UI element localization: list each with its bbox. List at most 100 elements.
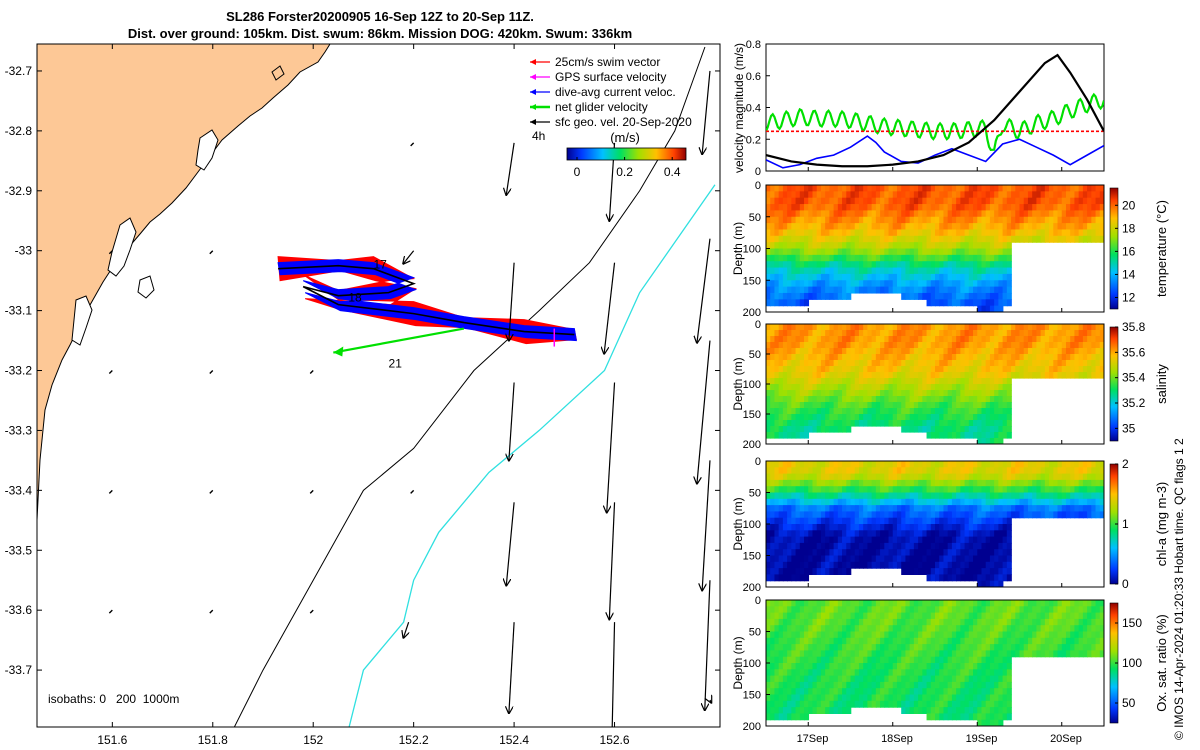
profile-cell [829,650,835,658]
profile-cell [816,216,822,224]
profile-cell [964,467,970,475]
profile-cell [880,542,886,550]
profile-cell [875,390,881,397]
profile-cell [766,261,772,269]
profile-cell [943,473,949,481]
profile-cell [1087,216,1093,224]
profile-cell [905,191,911,199]
profile-cell [1087,235,1093,243]
profile-cell [1099,366,1104,373]
profile-cell [770,267,776,275]
profile-cell [858,644,864,651]
profile-cell [935,360,941,367]
profile-cell [939,360,945,367]
profile-cell [787,681,793,689]
profile-cell [825,606,831,614]
profile-cell [930,254,936,262]
profile-cell [795,536,801,544]
profile-cell [867,618,873,626]
profile-cell [1099,216,1104,224]
profile-cell [858,461,864,468]
legend-label: sfc geo. vel. 20-Sep-2020 [555,115,692,129]
profile-cell [1095,492,1101,500]
profile-cell [766,204,772,211]
profile-cell [804,408,810,415]
profile-cell [909,606,915,614]
profile-cell [825,402,831,409]
profile-cell [947,505,953,512]
profile-cell [829,354,835,361]
profile-cell [804,366,810,373]
profile-cell [909,461,915,468]
profile-cell [863,473,869,481]
profile-cell [1032,348,1038,355]
profile-cell [985,498,991,506]
profile-cell [918,360,924,367]
profile-cell [1070,511,1076,519]
profile-cell [1032,492,1038,500]
profile-cell [787,473,793,481]
profile-cell [960,505,966,512]
profile-cell [795,700,801,708]
profile-cell [1006,561,1012,569]
profile-cell [947,606,953,614]
profile-cell [985,372,991,379]
profile-cell [989,426,995,433]
profile-cell [922,286,928,294]
profile-cell [994,235,1000,243]
profile-cell [820,216,826,224]
profile-cell [888,390,894,397]
profile-cell [926,254,932,262]
profile-cell [795,292,801,300]
profile-cell [846,242,852,250]
profile-cell [820,378,826,385]
profile-cell [770,408,776,415]
profile-cell [901,197,907,205]
profile-cell [808,644,814,651]
profile-cell [1053,235,1059,243]
profile-cell [875,235,881,243]
profile-cell [791,669,797,677]
profile-cell [833,675,839,683]
profile-cell [926,467,932,475]
profile-cell [926,524,932,531]
profile-cell [766,625,772,633]
profile-cell [837,524,843,531]
profile-cell [787,191,793,199]
profile-cell [1023,498,1029,506]
profile-cell [1011,354,1017,361]
profile-cell [1087,498,1093,506]
profile-cell [867,524,873,531]
profile-cell [981,505,987,512]
profile-cell [884,505,890,512]
profile-cell [816,384,822,391]
profile-cell [812,336,818,343]
profile-cell [825,229,831,237]
profile-cell [973,681,979,689]
profile-cell [892,396,898,403]
profile-cell [973,242,979,250]
profile-cell [846,414,852,421]
profile-cell [863,536,869,544]
profile-cell [842,414,848,421]
profile-cell [774,185,780,192]
profile-cell [918,248,924,256]
profile-cell [766,479,772,487]
profile-cell [926,378,932,385]
profile-cell [846,210,852,218]
map-xtick-label: 151.6 [97,733,127,747]
profile-cell [1074,330,1080,337]
profile-cell [968,498,974,506]
profile-cell [837,549,843,557]
profile-cell [787,536,793,544]
profile-cell [795,336,801,343]
profile-cell [926,299,932,307]
profile-cell [964,342,970,349]
profile-cell [935,396,941,403]
profile-cell [774,688,780,696]
profile-cell [1053,372,1059,379]
profile-cell [926,273,932,281]
profile-cell [799,242,805,250]
profile-cell [1057,461,1063,468]
profile-cell [850,656,856,664]
